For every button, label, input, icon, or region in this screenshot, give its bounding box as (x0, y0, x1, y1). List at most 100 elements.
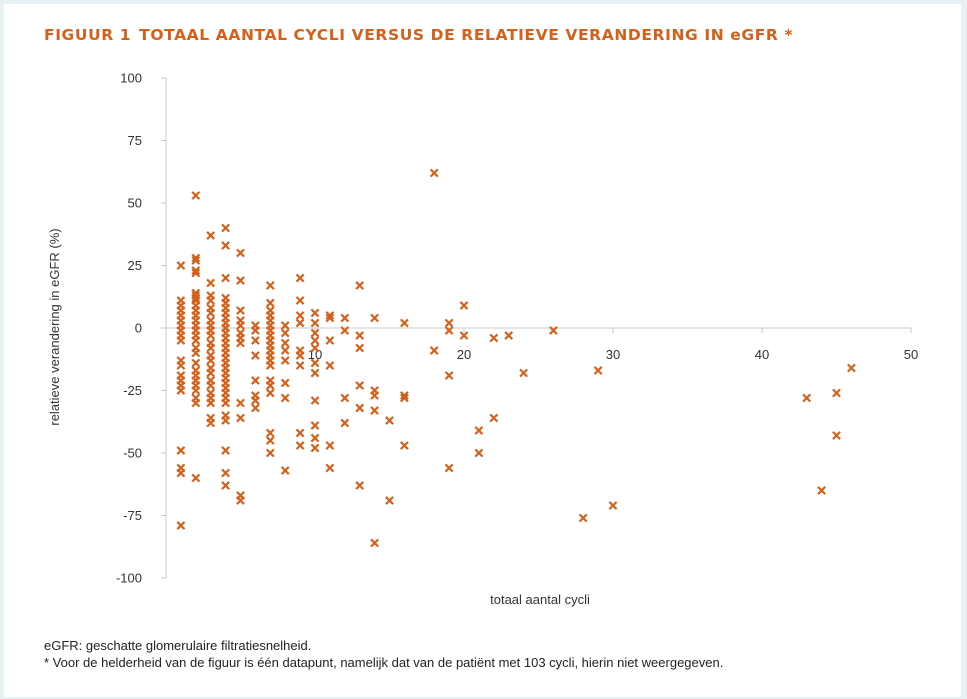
data-point (429, 346, 439, 355)
data-point (340, 326, 350, 335)
data-point (280, 466, 290, 475)
data-point (325, 361, 335, 370)
data-point (310, 328, 320, 338)
data-point (340, 313, 350, 323)
footnotes: eGFR: geschatte glomerulaire filtratiesn… (44, 637, 723, 671)
data-point (251, 336, 260, 345)
data-point (370, 391, 379, 400)
data-point (265, 388, 275, 398)
data-point (370, 313, 379, 323)
figure-number: FIGUUR 1 (44, 26, 132, 44)
y-tick-label: -25 (123, 383, 142, 398)
data-point (191, 253, 201, 263)
data-point (325, 463, 335, 473)
x-tick-label: 20 (457, 347, 471, 362)
x-axis-label: totaal aantal cycli (490, 592, 590, 607)
data-point (400, 393, 409, 403)
data-point (265, 361, 275, 370)
x-tick-labels: 10 20 30 40 50 (308, 347, 918, 362)
data-point (265, 436, 275, 445)
data-point (206, 331, 216, 340)
data-point (265, 298, 275, 308)
data-point (340, 418, 350, 428)
data-point (191, 336, 201, 345)
data-point (444, 371, 454, 380)
data-point (236, 306, 245, 315)
x-tick-label: 40 (755, 347, 769, 362)
data-point (310, 318, 320, 328)
data-point (176, 361, 186, 370)
data-point (206, 398, 216, 408)
y-tick-label: 25 (128, 258, 142, 273)
data-point (191, 358, 201, 368)
y-tick-label: 75 (128, 133, 142, 148)
data-point (236, 248, 245, 258)
data-point (310, 336, 320, 345)
data-point (265, 381, 275, 390)
data-point (295, 428, 305, 438)
data-point (489, 333, 499, 343)
data-point (504, 331, 514, 340)
data-point (236, 321, 245, 330)
data-point (176, 386, 186, 395)
data-point (400, 318, 409, 328)
data-point (221, 273, 230, 283)
data-point (251, 376, 260, 385)
data-point (310, 443, 320, 453)
data-point (221, 241, 230, 250)
data-point (608, 501, 618, 510)
data-point (385, 416, 394, 425)
data-point (400, 391, 409, 400)
data-point (206, 368, 216, 378)
data-point (265, 448, 275, 458)
data-point (578, 513, 588, 523)
data-point (206, 343, 216, 353)
footnote-omitted-point: * Voor de helderheid van de figuur is éé… (44, 655, 724, 670)
y-axis-label: relatieve verandering in eGFR (%) (47, 228, 62, 425)
data-point (295, 318, 305, 328)
data-point (191, 293, 201, 303)
y-tick-label: 100 (120, 71, 142, 86)
data-point (191, 268, 201, 278)
data-point (310, 421, 320, 430)
data-point (236, 276, 245, 285)
data-point (221, 446, 230, 455)
data-point (251, 351, 260, 360)
data-point (429, 168, 439, 178)
data-point (176, 336, 186, 345)
data-point (206, 278, 216, 288)
data-point (191, 348, 201, 358)
data-point (295, 311, 305, 320)
data-point (176, 261, 186, 270)
data-point (310, 358, 320, 368)
data-point (206, 418, 216, 428)
data-point (295, 441, 305, 450)
data-point (325, 441, 335, 450)
data-point (176, 521, 186, 530)
data-point (802, 393, 812, 403)
data-point (310, 308, 320, 318)
footnote-abbreviation: eGFR: geschatte glomerulaire filtratiesn… (44, 638, 312, 653)
data-point (265, 428, 275, 438)
figure-title: FIGUUR 1 TOTAAL AANTAL CYCLI VERSUS DE RE… (44, 26, 793, 44)
data-point (191, 266, 201, 275)
data-point (310, 433, 320, 443)
data-point (340, 393, 350, 403)
data-point (280, 393, 290, 403)
data-point (206, 308, 216, 318)
data-point (355, 403, 365, 413)
x-tick-label: 30 (606, 347, 620, 362)
data-point (221, 481, 230, 490)
data-point (176, 446, 186, 455)
data-point (370, 406, 379, 415)
data-point (370, 538, 379, 548)
data-point (236, 338, 245, 348)
data-point (847, 363, 856, 373)
data-point (221, 398, 230, 408)
data-point (519, 368, 528, 378)
data-point (191, 398, 201, 408)
data-point (295, 351, 305, 360)
data-point (221, 416, 230, 425)
data-point (280, 346, 290, 355)
data-point (325, 313, 335, 323)
